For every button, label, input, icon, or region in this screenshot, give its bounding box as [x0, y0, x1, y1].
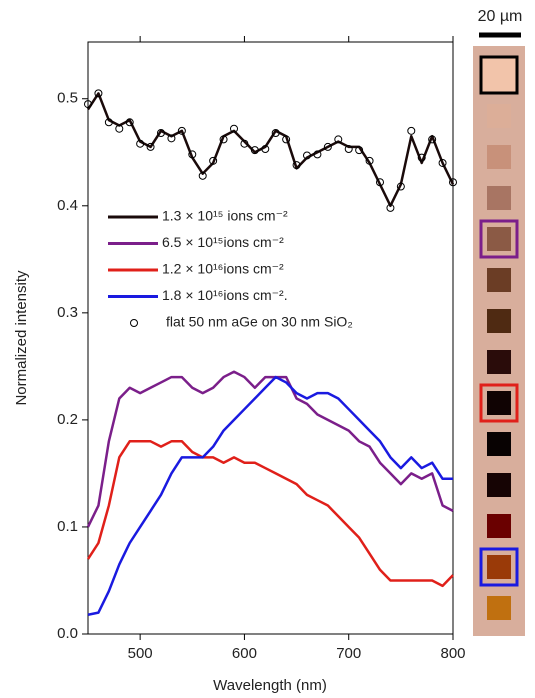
y-tick-label: 0.0	[57, 625, 78, 642]
sample-swatch	[487, 227, 511, 251]
sample-swatch	[487, 596, 511, 620]
legend-label: 1.2 × 10¹⁶ions cm⁻²	[162, 261, 284, 277]
data-point	[428, 135, 437, 144]
data-point	[240, 139, 249, 148]
series-line	[86, 92, 455, 208]
data-point	[407, 126, 416, 135]
sample-swatch	[487, 268, 511, 292]
data-point	[136, 139, 145, 148]
data-point	[323, 142, 332, 151]
y-tick-label: 0.5	[57, 90, 78, 107]
data-point	[376, 178, 384, 187]
sample-swatch	[487, 186, 511, 210]
series-line	[87, 375, 453, 616]
sample-swatch	[487, 104, 511, 128]
data-point	[271, 128, 280, 137]
y-tick-label: 0.4	[57, 197, 78, 214]
data-point	[104, 118, 113, 127]
data-point	[177, 126, 186, 135]
data-point	[303, 151, 311, 160]
sample-swatch	[487, 473, 511, 497]
sample-swatch	[487, 555, 511, 579]
legend-label: flat 50 nm aGe on 30 nm SiO₂	[166, 314, 353, 330]
data-point	[146, 142, 155, 151]
y-tick-label: 0.2	[57, 411, 78, 428]
data-point	[417, 153, 426, 162]
data-point	[250, 146, 259, 155]
x-tick-label: 700	[336, 645, 361, 662]
data-point	[230, 124, 238, 133]
data-point	[209, 156, 218, 165]
sample-swatch	[487, 350, 511, 374]
data-point	[84, 100, 92, 109]
x-tick-label: 600	[232, 645, 257, 662]
data-point	[157, 128, 165, 137]
sample-highlight	[479, 55, 519, 95]
legend-label: 1.3 × 10¹⁵ ions cm⁻²	[162, 208, 288, 224]
plot-frame	[87, 41, 454, 635]
data-point	[292, 161, 301, 170]
sample-highlight	[479, 547, 519, 587]
data-point	[449, 178, 457, 187]
data-point	[115, 124, 124, 133]
sample-swatch	[487, 514, 511, 538]
data-point	[188, 150, 197, 159]
legend-label: 1.8 × 10¹⁶ions cm⁻².	[162, 287, 288, 303]
y-tick-label: 0.3	[57, 304, 78, 321]
legend-marker	[130, 319, 138, 327]
sample-swatch	[481, 57, 517, 93]
data-point	[261, 145, 270, 154]
data-point	[355, 146, 364, 155]
sample-swatch	[487, 145, 511, 169]
data-point	[344, 145, 353, 154]
series-line	[86, 440, 454, 588]
sample-swatch	[487, 309, 511, 333]
data-point	[365, 156, 374, 165]
data-point	[167, 134, 176, 143]
data-point	[313, 150, 322, 159]
y-axis-label: Normalized intensity	[13, 270, 30, 406]
data-point	[125, 118, 134, 127]
data-point	[94, 89, 103, 98]
sample-highlight	[479, 383, 519, 423]
data-point	[198, 171, 207, 180]
data-point	[219, 135, 228, 144]
data-point	[386, 203, 395, 212]
sample-swatch	[487, 432, 511, 456]
sample-highlight	[479, 219, 519, 259]
scale-bar-label: 20 µm	[478, 8, 523, 25]
data-point	[282, 135, 291, 144]
data-point	[396, 182, 405, 191]
x-tick-label: 500	[128, 645, 153, 662]
data-point	[334, 135, 343, 144]
legend-label: 6.5 × 10¹⁵ions cm⁻²	[162, 234, 284, 250]
sample-swatch	[487, 391, 511, 415]
data-point	[438, 158, 447, 167]
x-axis-label: Wavelength (nm)	[213, 677, 327, 694]
y-tick-label: 0.1	[57, 518, 78, 535]
x-tick-label: 800	[440, 645, 465, 662]
series-line	[86, 370, 454, 528]
